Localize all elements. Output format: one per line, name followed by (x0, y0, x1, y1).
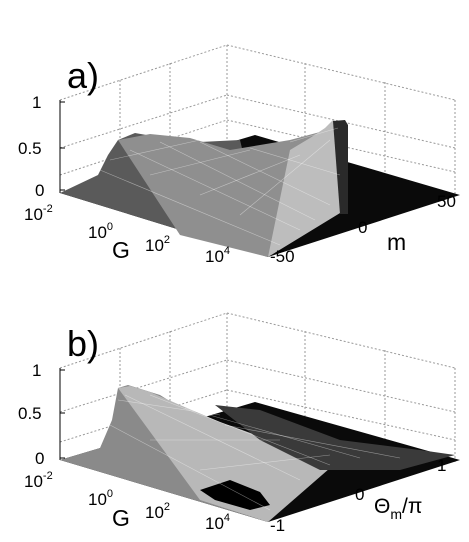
panel-b-y-tick-label: 0 (355, 485, 364, 504)
panel-b-label: b) (67, 323, 99, 364)
panel-b-x-tick-labels: 10-2 100 102 104 (24, 470, 230, 533)
panel-b-surface (60, 385, 460, 522)
panel-b-z-tick-label: 0.5 (18, 404, 42, 423)
panel-b-x-tick-label: 100 (88, 488, 113, 509)
panel-a-x-axis-label: G (112, 237, 130, 263)
panel-a-x-tick-labels: 10-2 100 102 104 (24, 203, 230, 266)
panel-a-surface (60, 120, 460, 257)
panel-a-right-hump (268, 120, 345, 257)
panel-a-y-tick-label: -50 (270, 247, 295, 266)
panel-b-z-ticks (60, 369, 65, 459)
panel-a-z-tick-label: 1 (32, 93, 41, 112)
panel-a-x-tick-label: 102 (145, 234, 170, 255)
panel-a-z-tick-labels: 1 0.5 0 (18, 93, 44, 200)
panel-a-x-tick-label: 100 (88, 221, 113, 242)
panel-a-z-tick-label: 0.5 (18, 139, 42, 158)
panel-b-z-tick-label: 1 (32, 361, 41, 380)
panel-b-y-tick-label: -1 (270, 516, 285, 535)
panel-a-y-tick-label: 0 (358, 218, 367, 237)
panel-b-y-axis-label: Θm/π (374, 495, 422, 522)
panel-b-x-tick-label: 104 (205, 512, 230, 533)
panel-b: b) 1 0.5 0 10-2 100 102 104 G -1 0 1 Θm/… (18, 312, 460, 535)
panel-a-y-tick-labels: -50 0 50 (270, 192, 456, 266)
panel-b-mesh (109, 394, 401, 511)
panel-b-y-tick-label: 1 (437, 456, 446, 475)
panel-a-z-ticks (60, 101, 65, 191)
panel-b-ridge-face (118, 386, 345, 522)
panel-a-label: a) (67, 55, 99, 96)
panel-a-x-tick-label: 104 (205, 245, 230, 266)
panel-a: a) 1 0.5 0 10-2 100 102 104 G -50 0 50 m (18, 44, 460, 266)
panel-a-x-tick-label: 10-2 (24, 203, 53, 224)
panel-a-z-tick-label: 0 (35, 181, 44, 200)
panel-b-x-axis-label: G (112, 505, 130, 531)
panel-a-y-axis-label: m (387, 229, 406, 255)
panel-a-mesh (99, 127, 341, 246)
panel-b-y-tick-labels: -1 0 1 (270, 456, 446, 535)
panel-a-right-cliff (333, 120, 348, 214)
panel-b-dark-front (200, 480, 270, 510)
panel-a-y-tick-label: 50 (437, 192, 456, 211)
panel-b-x-tick-label: 102 (145, 501, 170, 522)
panel-b-z-tick-labels: 1 0.5 0 (18, 361, 44, 468)
panel-b-x-tick-label: 10-2 (24, 470, 53, 491)
panel-b-valley (215, 405, 455, 470)
panel-b-z-tick-label: 0 (35, 449, 44, 468)
